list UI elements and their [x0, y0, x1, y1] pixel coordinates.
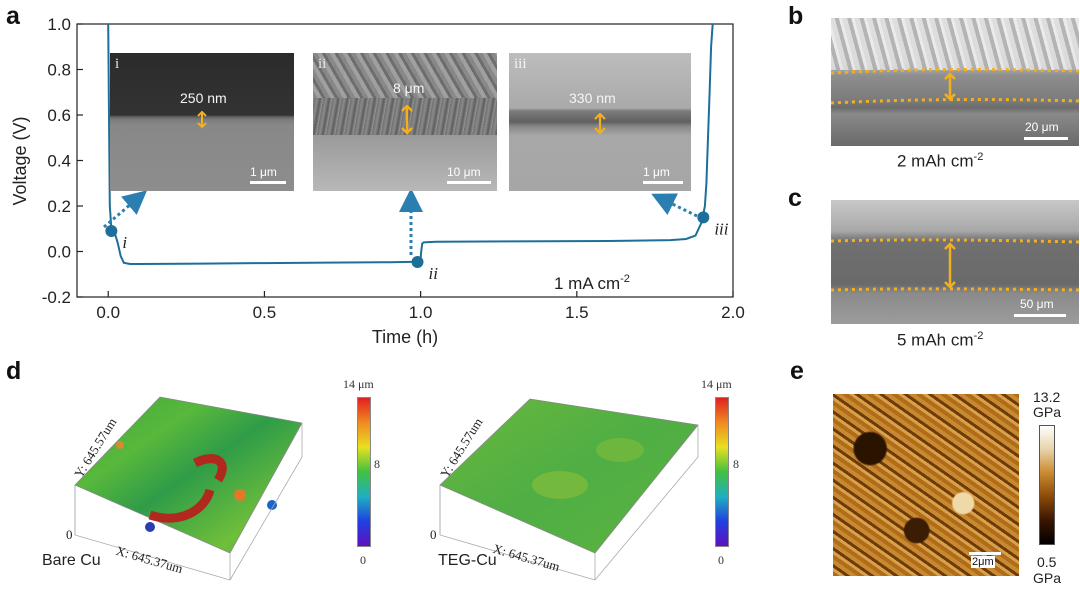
map-zero-label: 0: [66, 527, 73, 542]
colorbar-bare-cu: [357, 397, 371, 547]
x-axis-label: Time (h): [372, 327, 438, 347]
colorbar-min-value: 0.5: [1037, 554, 1057, 570]
sample-label-teg-cu: TEG-Cu: [438, 552, 497, 569]
scale-bar: [1014, 314, 1066, 317]
x-tick-label: 0.0: [96, 303, 120, 322]
inset-label: i: [115, 56, 120, 72]
inset-label: ii: [318, 56, 327, 72]
scale-bar: [969, 552, 1001, 555]
afm-modulus-map: 2μm: [833, 394, 1019, 576]
y-tick-label: 0.2: [47, 197, 71, 216]
colorbar-min-unit: GPa: [1033, 570, 1062, 586]
y-axis-label: Voltage (V): [10, 116, 30, 205]
arrow-iii: [651, 193, 698, 218]
colorbar-mid-label: 8: [733, 457, 739, 471]
surface-map-bare-cu: [74, 396, 303, 581]
marker-label-iii: iii: [714, 219, 728, 238]
sem-inset-i: i 250 nm 1 μm: [110, 53, 294, 191]
colorbar-teg-cu: [715, 397, 729, 547]
scale-bar: [1024, 137, 1068, 140]
panel-letter-b: b: [788, 2, 804, 30]
scale-bar-label: 2μm: [971, 556, 995, 568]
sem-image-b: 20 μm: [831, 18, 1079, 146]
map-zero-label: 0: [430, 527, 437, 542]
thickness-label: 8 μm: [393, 80, 425, 96]
y-tick-label: 0.0: [47, 243, 71, 262]
panel-letter-a: a: [6, 2, 20, 30]
panel-letter-c: c: [788, 184, 802, 212]
curve-marker-i: [105, 225, 118, 238]
voltage-curve: [107, 23, 714, 265]
caption-c: 5 mAh cm-2: [897, 330, 984, 350]
x-tick-label: 2.0: [721, 303, 745, 322]
y-tick-label: 0.4: [47, 152, 71, 171]
inset-label: iii: [514, 56, 527, 72]
surface-map-teg-cu: [439, 398, 699, 581]
x-tick-label: 1.0: [409, 303, 433, 322]
x-axis-ticks: 0.0 0.5 1.0 1.5 2.0: [96, 291, 745, 322]
marker-label-ii: ii: [428, 264, 438, 283]
thickness-arrow: [401, 105, 413, 135]
y-tick-label: -0.2: [42, 288, 71, 307]
curve-marker-iii: [697, 211, 710, 224]
thickness-arrow: [594, 113, 606, 135]
y-tick-label: 1.0: [47, 15, 71, 34]
caption-b: 2 mAh cm-2: [897, 151, 984, 171]
marker-label-i: i: [122, 233, 127, 252]
sem-inset-ii: ii 8 μm 10 μm: [313, 53, 497, 191]
scale-bar-label: 1 μm: [643, 165, 670, 179]
panel-letter-e: e: [790, 357, 804, 385]
curve-marker-ii: [411, 255, 424, 268]
sem-inset-iii: iii 330 nm 1 μm: [509, 53, 691, 191]
colorbar-modulus: [1039, 425, 1055, 545]
x-tick-label: 1.5: [565, 303, 589, 322]
thickness-label: 330 nm: [569, 90, 616, 106]
colorbar-min-label: 0: [360, 553, 366, 567]
sample-label-bare-cu: Bare Cu: [42, 552, 101, 569]
thickness-arrow: [197, 111, 207, 129]
colorbar-max-label: 14 μm: [701, 377, 732, 391]
scale-bar: [643, 181, 683, 184]
colorbar-min-label: 0: [718, 553, 724, 567]
colorbar-max-label: 14 μm: [343, 377, 374, 391]
layer-boundaries: [831, 238, 1079, 292]
scale-bar: [250, 181, 286, 184]
sem-image-c: 50 μm: [831, 200, 1079, 324]
voltage-time-chart: 0.0 0.5 1.0 1.5 2.0 -0.2 0.0 0.2 0.4 0.6 0.8 1.0 T…: [10, 15, 745, 347]
arrow-i: [103, 190, 148, 229]
layer-boundaries: [831, 68, 1079, 105]
y-tick-label: 0.8: [47, 61, 71, 80]
panel-letter-d: d: [6, 357, 22, 385]
scale-bar-label: 20 μm: [1025, 120, 1059, 134]
scale-bar: [447, 181, 491, 184]
colorbar-max-value: 13.2: [1033, 389, 1061, 405]
scale-bar-label: 10 μm: [447, 165, 481, 179]
x-tick-label: 0.5: [253, 303, 277, 322]
thickness-label: 250 nm: [180, 90, 227, 106]
y-axis-ticks: -0.2 0.0 0.2 0.4 0.6 0.8 1.0: [42, 15, 83, 307]
scale-bar-label: 1 μm: [250, 165, 277, 179]
colorbar-max-unit: GPa: [1033, 404, 1062, 420]
scale-bar-label: 50 μm: [1020, 297, 1054, 311]
y-tick-label: 0.6: [47, 106, 71, 125]
current-density-annotation: 1 mA cm-2: [554, 273, 630, 293]
colorbar-mid-label: 8: [374, 457, 380, 471]
